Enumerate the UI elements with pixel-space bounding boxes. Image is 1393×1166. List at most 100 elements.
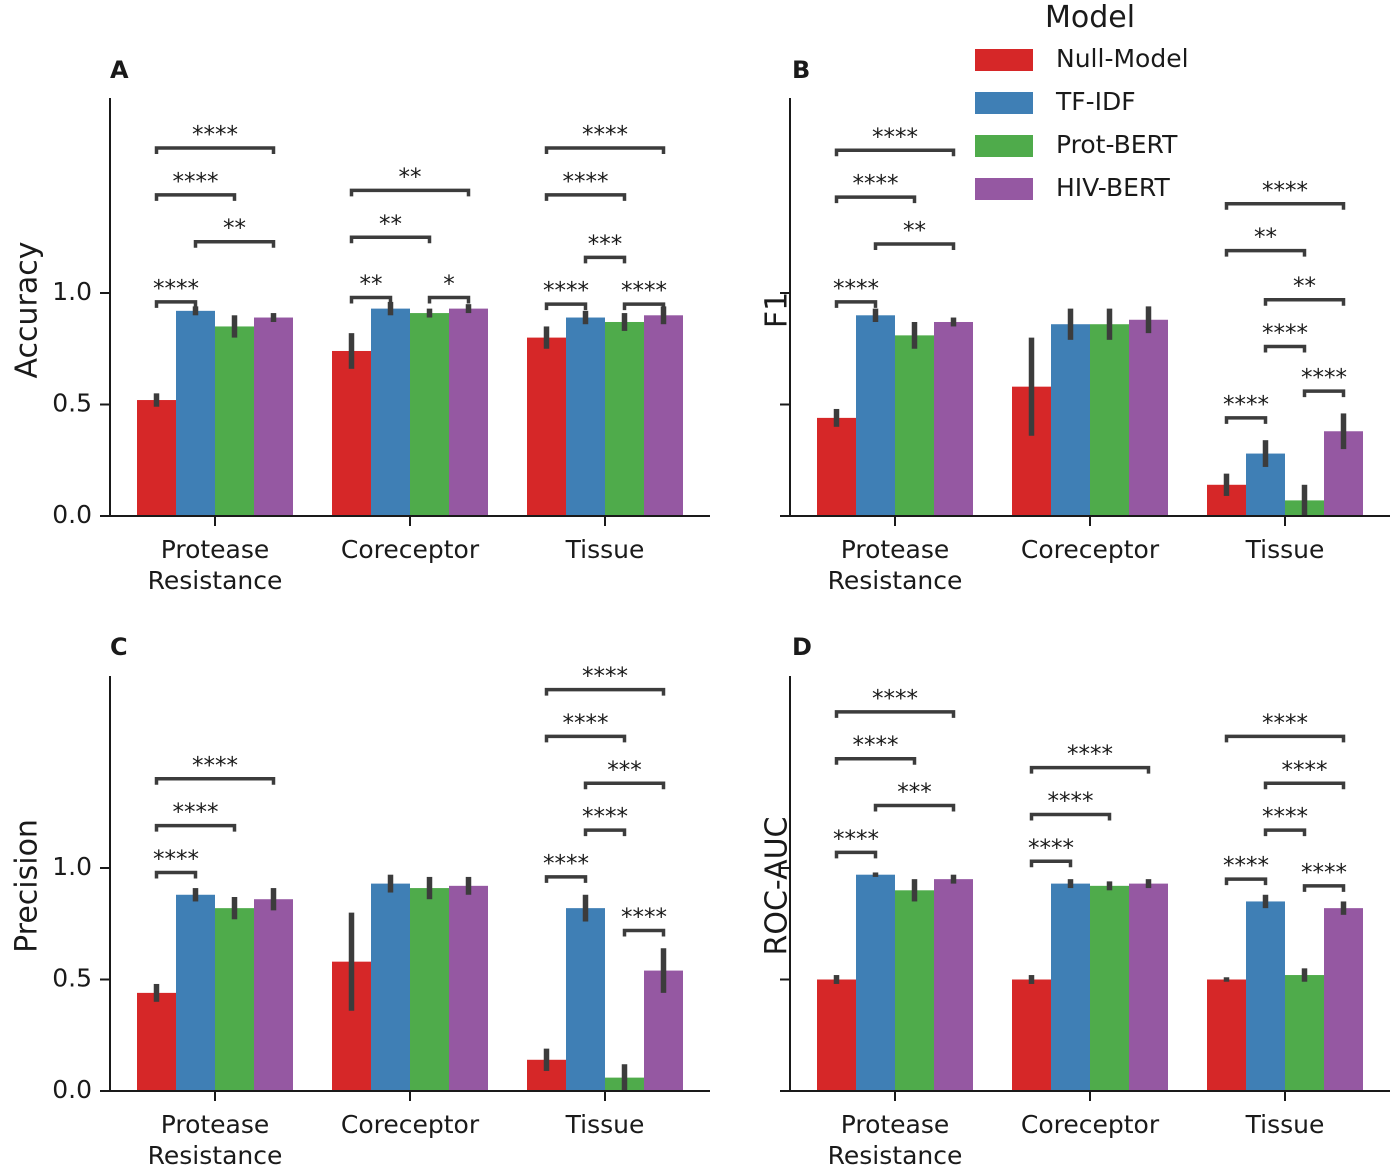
significance-label: **** — [1028, 835, 1074, 861]
y-tick-label: 0.5 — [52, 964, 92, 993]
panel-letter: D — [792, 633, 812, 661]
significance-bracket — [1224, 202, 1346, 210]
bar-tf-idf-0 — [176, 310, 215, 516]
significance-bracket — [1263, 828, 1307, 837]
bar-tf-idf-0 — [856, 874, 895, 1091]
significance-label: ** — [903, 218, 926, 244]
bar-null-model-0 — [817, 979, 856, 1091]
significance-label: **** — [833, 826, 879, 852]
bar-tf-idf-1 — [371, 883, 410, 1091]
significance-label: *** — [588, 231, 623, 257]
significance-bracket — [834, 300, 878, 308]
significance-bracket — [1302, 389, 1346, 398]
significance-bracket — [154, 870, 198, 879]
bar-prot-bert-1 — [410, 313, 449, 516]
bar-hiv-bert-1 — [449, 885, 488, 1091]
x-tick-label: Protease — [841, 535, 950, 564]
bar-hiv-bert-0 — [254, 899, 293, 1091]
bar-tf-idf-1 — [1051, 883, 1090, 1091]
bar-tf-idf-0 — [856, 315, 895, 516]
x-tick-label: Coreceptor — [341, 1110, 480, 1139]
significance-label: **** — [173, 169, 219, 195]
significance-label: **** — [1223, 392, 1269, 418]
bar-prot-bert-1 — [1090, 885, 1129, 1091]
bar-hiv-bert-1 — [1129, 883, 1168, 1091]
legend-entry-hiv-bert: HIV-BERT — [1056, 173, 1170, 202]
bar-hiv-bert-0 — [934, 879, 973, 1091]
bar-null-model-0 — [137, 992, 176, 1091]
significance-label: ** — [1254, 225, 1277, 251]
significance-label: **** — [1262, 710, 1308, 736]
significance-label: *** — [607, 757, 642, 783]
significance-bracket — [544, 687, 666, 696]
bar-prot-bert-0 — [895, 890, 934, 1091]
legend-swatch-prot-bert — [975, 135, 1033, 157]
significance-bracket — [1029, 859, 1073, 868]
bar-hiv-bert-2 — [644, 315, 683, 516]
bar-null-model-1 — [1012, 979, 1051, 1091]
panel-letter: B — [792, 56, 810, 84]
bar-hiv-bert-0 — [934, 321, 973, 516]
y-axis-label: F1 — [760, 292, 795, 328]
significance-label: **** — [1301, 860, 1347, 886]
significance-label: ** — [399, 164, 422, 190]
bar-tf-idf-2 — [566, 908, 605, 1091]
significance-label: **** — [173, 800, 219, 826]
significance-bracket — [544, 193, 627, 201]
significance-label: **** — [563, 710, 609, 736]
y-tick-label: 0.0 — [52, 1075, 92, 1104]
significance-bracket — [349, 188, 471, 197]
y-tick-label: 1.0 — [52, 852, 92, 881]
panel-letter: A — [110, 56, 129, 84]
significance-bracket — [154, 300, 198, 308]
significance-label: **** — [853, 733, 899, 759]
significance-label: ** — [360, 271, 383, 297]
significance-bracket — [544, 734, 627, 743]
significance-bracket — [544, 302, 588, 311]
bar-prot-bert-0 — [215, 326, 254, 516]
significance-bracket — [154, 146, 276, 155]
significance-label: **** — [543, 851, 589, 877]
significance-bracket — [1029, 765, 1151, 774]
bar-prot-bert-0 — [215, 908, 254, 1091]
bar-prot-bert-1 — [410, 888, 449, 1091]
x-tick-label: Resistance — [828, 566, 963, 595]
significance-label: **** — [1262, 178, 1308, 204]
bar-tf-idf-1 — [1051, 324, 1090, 516]
significance-bracket — [1224, 416, 1268, 424]
significance-bracket — [349, 235, 432, 244]
bar-tf-idf-2 — [566, 317, 605, 516]
y-axis-label: Accuracy — [10, 242, 45, 379]
significance-bracket — [583, 781, 666, 790]
bar-tf-idf-1 — [371, 308, 410, 516]
significance-label: **** — [153, 846, 199, 872]
significance-label: **** — [833, 276, 879, 302]
significance-label: **** — [1301, 365, 1347, 391]
significance-bracket — [583, 255, 627, 264]
significance-label: **** — [1048, 788, 1094, 814]
significance-bracket — [544, 146, 666, 155]
significance-bracket — [622, 302, 666, 311]
significance-bracket — [873, 803, 956, 812]
legend: Model Null-Model TF-IDF Prot-BERT HIV-BERT — [975, 0, 1189, 202]
bar-null-model-2 — [527, 337, 566, 516]
significance-label: **** — [621, 278, 667, 304]
significance-bracket — [193, 239, 276, 248]
significance-bracket — [1224, 248, 1307, 257]
y-tick-label: 0.0 — [52, 500, 92, 529]
significance-label: ** — [223, 216, 246, 242]
significance-bracket — [622, 928, 666, 937]
significance-bracket — [427, 295, 471, 304]
legend-title: Model — [1045, 0, 1135, 35]
legend-entry-tf-idf: TF-IDF — [1055, 87, 1136, 116]
significance-label: **** — [192, 122, 238, 148]
bar-null-model-2 — [1207, 979, 1246, 1091]
significance-bracket — [154, 777, 276, 785]
significance-label: ** — [1293, 274, 1316, 300]
bar-null-model-0 — [817, 417, 856, 516]
significance-label: **** — [1067, 742, 1113, 768]
significance-bracket — [873, 242, 956, 250]
